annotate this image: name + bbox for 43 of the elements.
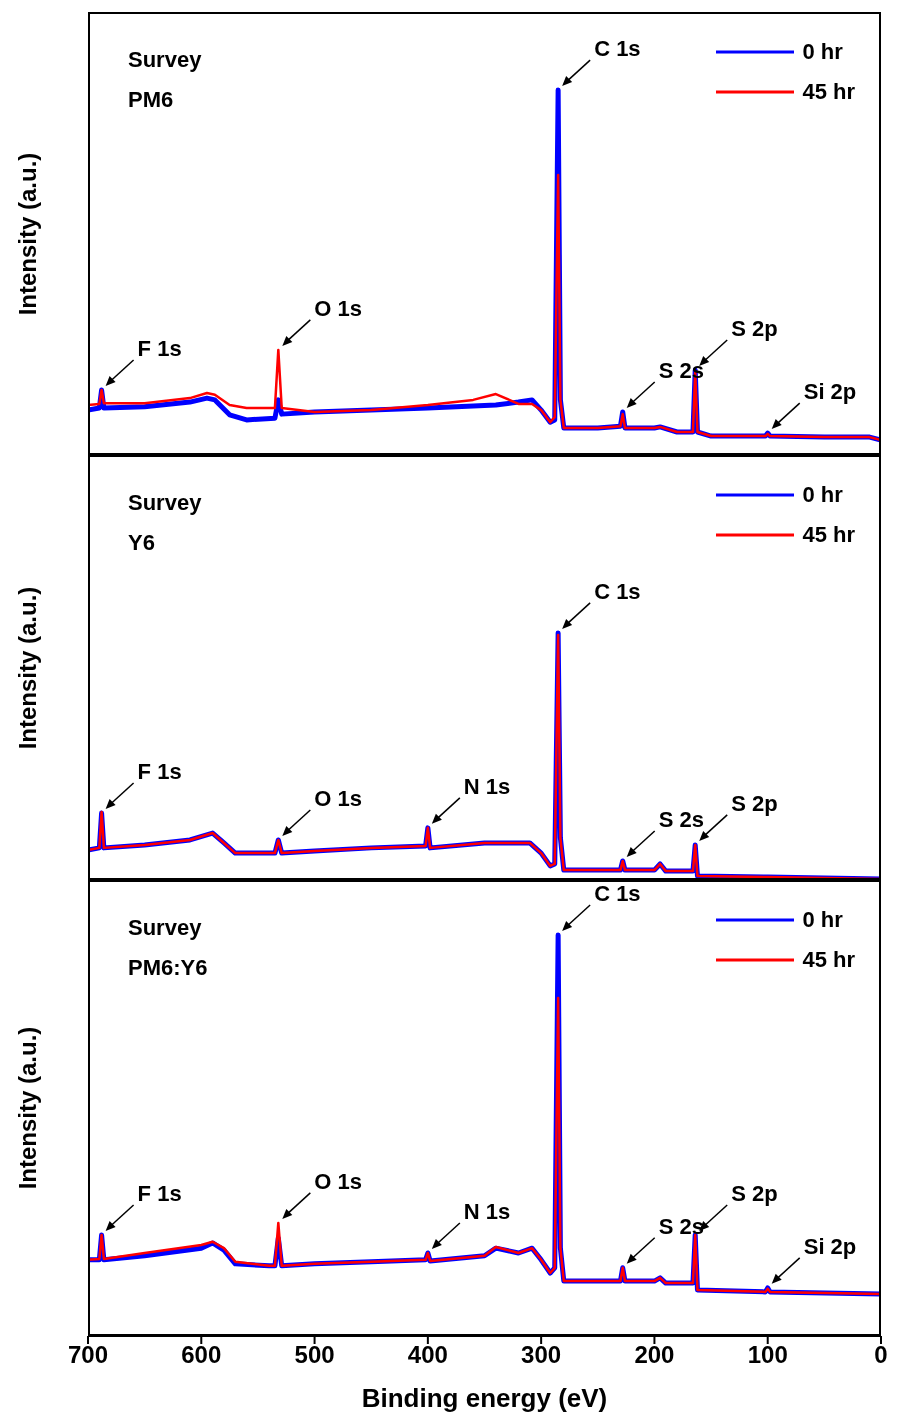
annotation: C 1s: [594, 880, 641, 906]
x-tick-label: 700: [67, 1341, 109, 1369]
annotation: C 1s: [594, 36, 641, 62]
annotation: S 2s: [658, 1213, 704, 1239]
annotation: S 2s: [658, 806, 704, 832]
annotation: F 1s: [137, 1180, 182, 1206]
x-tick-label: 600: [181, 1341, 222, 1369]
legend-label: 45 hr: [802, 521, 855, 549]
legend-label: 45 hr: [802, 946, 855, 974]
chart-title: Survey: [128, 46, 202, 74]
annotation: O 1s: [314, 1168, 363, 1194]
annotation: O 1s: [314, 295, 363, 321]
x-tick-label: 500: [294, 1341, 335, 1369]
y-axis-title: Intensity (a.u.): [14, 1026, 42, 1190]
chart-title: Survey: [128, 489, 202, 517]
chart-subtitle: Y6: [128, 529, 156, 557]
annotation: F 1s: [137, 336, 182, 362]
annotation: O 1s: [314, 785, 363, 811]
x-tick-label: 100: [747, 1341, 788, 1369]
annotation: Si 2p: [803, 1233, 857, 1259]
x-axis-title: Binding energy (eV): [360, 1383, 609, 1414]
x-tick-label: 400: [407, 1341, 448, 1369]
legend-label: 0 hr: [802, 906, 843, 934]
x-tick-label: 300: [521, 1341, 562, 1369]
text: PM6:Y6: [128, 954, 208, 982]
y-axis-title: Intensity (a.u.): [14, 586, 42, 749]
chart-subtitle: PM6: [128, 86, 175, 114]
chart-title: Survey: [128, 914, 203, 942]
y-axis-title: Intensity (a.u.): [14, 152, 42, 315]
x-tick-label: 0: [874, 1341, 888, 1369]
annotation: S 2s: [658, 357, 704, 383]
annotation: N 1s: [463, 773, 511, 799]
legend-label: 0 hr: [802, 38, 843, 66]
legend-label: 0 hr: [802, 481, 843, 509]
annotation: N 1s: [463, 1198, 511, 1224]
legend-label: 45 hr: [802, 78, 855, 106]
annotation: S 2p: [731, 1180, 778, 1206]
annotation: F 1s: [137, 759, 182, 785]
x-tick-label: 200: [634, 1341, 675, 1369]
annotation: C 1s: [594, 578, 641, 604]
annotation: S 2p: [731, 315, 778, 341]
annotation: Si 2p: [803, 379, 857, 405]
annotation: S 2p: [731, 790, 778, 816]
